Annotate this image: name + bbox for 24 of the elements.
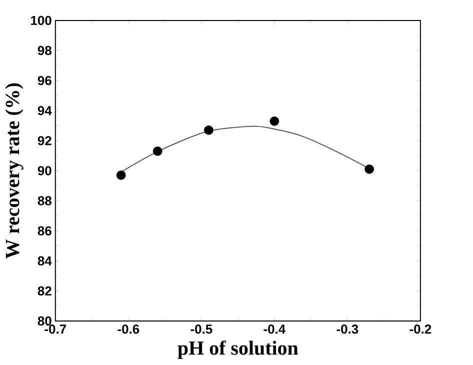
point (364, 164, 374, 174)
point (152, 146, 162, 156)
y-tick-label: 80 (38, 316, 52, 326)
x-axis-title: pH of solution (178, 340, 298, 359)
point (116, 170, 126, 180)
x-tick-label: -0.6 (118, 324, 140, 334)
y-tick-label: 82 (38, 286, 52, 296)
y-tick-label: 98 (38, 46, 52, 56)
y-tick-label: 84 (38, 256, 52, 266)
x-tick-label: -0.4 (264, 324, 286, 334)
y-tick-label: 92 (38, 136, 52, 146)
y-tick-label: 96 (38, 76, 52, 86)
x-tick-label: -0.2 (410, 324, 432, 334)
point (270, 116, 280, 126)
y-tick-label: 100 (31, 16, 52, 26)
x-tick-label: -0.5 (190, 324, 212, 334)
y-tick-label: 94 (38, 106, 52, 116)
y-tick-label: 88 (38, 196, 52, 206)
point (204, 125, 214, 135)
y-axis-title: W recovery rate (%) (5, 83, 24, 259)
x-tick-label: -0.7 (44, 324, 66, 334)
y-tick-label: 90 (38, 166, 52, 176)
y-tick-label: 86 (38, 226, 52, 236)
x-tick-label: -0.3 (336, 324, 358, 334)
